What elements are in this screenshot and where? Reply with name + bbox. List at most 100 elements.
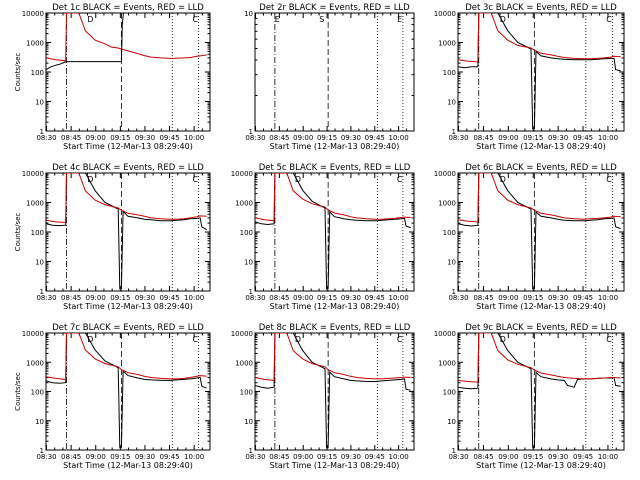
panel-2: Det 2r BLACK = Events, RED = LLD 1 10 08:30…: [244, 3, 415, 151]
y-tick-label: 10: [447, 259, 456, 267]
x-tick-label: 09:30: [548, 134, 568, 142]
x-tick-label: 10:00: [598, 134, 618, 142]
panel-title: Det 2r BLACK = Events, RED = LLD: [259, 3, 410, 13]
y-tick-label: 1000: [26, 359, 44, 367]
y-tick-label: 10: [244, 10, 253, 18]
series-group: [46, 13, 207, 71]
flag-letter: C: [397, 335, 403, 344]
y-tick-label: 100: [443, 229, 456, 237]
x-tick-label: 09:30: [548, 294, 568, 302]
x-tick-label: 09:00: [498, 294, 518, 302]
y-tick-label: 10: [35, 99, 44, 107]
x-tick-label: 09:15: [110, 453, 130, 461]
series-group: [458, 173, 621, 290]
x-tick-label: 08:30: [36, 294, 56, 302]
y-tick-label: 1000: [235, 359, 253, 367]
x-tick-label: 08:30: [245, 453, 265, 461]
series-group: [46, 173, 207, 290]
y-tick-label: 10000: [231, 170, 253, 178]
plot-frame: [457, 172, 625, 292]
flag-letter: C: [606, 15, 612, 24]
flag-letter: D: [87, 175, 93, 184]
x-tick-label: 09:30: [341, 294, 361, 302]
plot-frame: [254, 12, 415, 132]
x-tick-label: 09:15: [523, 294, 543, 302]
x-axis-label: Start Time (12-Mar-13 08:29:40): [63, 461, 193, 470]
series-line-events: [46, 333, 207, 449]
flag-letter: D: [500, 175, 506, 184]
x-tick-label: 09:00: [293, 453, 313, 461]
y-tick-label: 10000: [434, 330, 456, 338]
y-axis-label: Counts/sec: [14, 372, 22, 411]
y-tick-label: 1: [40, 128, 44, 136]
x-tick-label: 09:30: [135, 453, 155, 461]
x-axis-label: Start Time (12-Mar-13 08:29:40): [270, 142, 400, 151]
flag-letter: S: [319, 15, 324, 24]
x-axis-label: Start Time (12-Mar-13 08:29:40): [476, 461, 606, 470]
panel-title: Det 8c BLACK = Events, RED = LLD: [259, 323, 411, 333]
panel-title: Det 5c BLACK = Events, RED = LLD: [259, 163, 411, 173]
flag-letter: C: [606, 175, 612, 184]
y-tick-label: 10000: [22, 170, 44, 178]
panel-4: Det 4c BLACK = Events, RED = LLD 1 10 100 10…: [14, 163, 211, 311]
x-tick-label: 10:00: [598, 453, 618, 461]
y-tick-label: 1: [249, 128, 253, 136]
series-line-lld: [255, 333, 411, 381]
x-tick-label: 08:45: [473, 134, 493, 142]
y-tick-label: 10: [35, 418, 44, 426]
panel-9: Det 9c BLACK = Events, RED = LLD 1 10 100 10…: [434, 323, 625, 470]
x-tick-label: 09:00: [293, 134, 313, 142]
x-axis-label: Start Time (12-Mar-13 08:29:40): [270, 302, 400, 311]
flag-letter: C: [606, 335, 612, 344]
x-tick-label: 09:00: [498, 134, 518, 142]
x-tick-label: 09:45: [573, 453, 593, 461]
y-tick-label: 1: [249, 288, 253, 296]
x-tick-label: 08:45: [269, 453, 289, 461]
y-tick-label: 1: [452, 288, 456, 296]
x-tick-label: 10:00: [389, 294, 409, 302]
series-line-lld: [46, 333, 207, 380]
x-tick-label: 09:45: [365, 453, 385, 461]
flag-letter: C: [192, 335, 198, 344]
x-tick-label: 08:45: [269, 134, 289, 142]
x-tick-label: 09:00: [86, 453, 106, 461]
x-tick-label: 10:00: [184, 453, 204, 461]
x-axis-label: Start Time (12-Mar-13 08:29:40): [63, 142, 193, 151]
series-line-lld: [458, 173, 621, 223]
panel-8: Det 8c BLACK = Events, RED = LLD 1 10 100 10…: [231, 323, 415, 470]
x-tick-label: 09:30: [548, 453, 568, 461]
y-tick-label: 1000: [235, 200, 253, 208]
plot-frame: [45, 12, 211, 132]
x-axis-label: Start Time (12-Mar-13 08:29:40): [476, 302, 606, 311]
y-tick-label: 10: [447, 418, 456, 426]
series-line-lld: [458, 13, 621, 63]
x-tick-label: 08:30: [448, 453, 468, 461]
x-tick-label: 08:45: [473, 294, 493, 302]
y-tick-label: 1: [249, 447, 253, 455]
x-tick-label: 09:30: [135, 134, 155, 142]
plot-frame: [254, 172, 415, 292]
x-tick-label: 08:30: [245, 134, 265, 142]
flag-letter: D: [500, 15, 506, 24]
y-tick-label: 1000: [26, 200, 44, 208]
x-tick-label: 09:00: [293, 294, 313, 302]
x-tick-label: 08:45: [61, 453, 81, 461]
plot-frame: [45, 332, 211, 451]
y-tick-label: 10000: [434, 170, 456, 178]
x-tick-label: 09:45: [573, 134, 593, 142]
series-group: [458, 13, 621, 130]
x-tick-label: 08:30: [448, 134, 468, 142]
series-group: [255, 173, 411, 290]
x-tick-label: 08:45: [61, 134, 81, 142]
x-tick-label: 09:15: [317, 294, 337, 302]
series-line-lld: [46, 13, 207, 62]
y-tick-label: 1000: [438, 359, 456, 367]
x-tick-label: 09:45: [573, 294, 593, 302]
y-tick-label: 1000: [438, 40, 456, 48]
x-tick-label: 09:15: [110, 294, 130, 302]
x-tick-label: 09:15: [317, 134, 337, 142]
x-tick-label: 09:00: [86, 294, 106, 302]
panel-title: Det 4c BLACK = Events, RED = LLD: [52, 163, 204, 173]
x-tick-label: 08:30: [36, 134, 56, 142]
